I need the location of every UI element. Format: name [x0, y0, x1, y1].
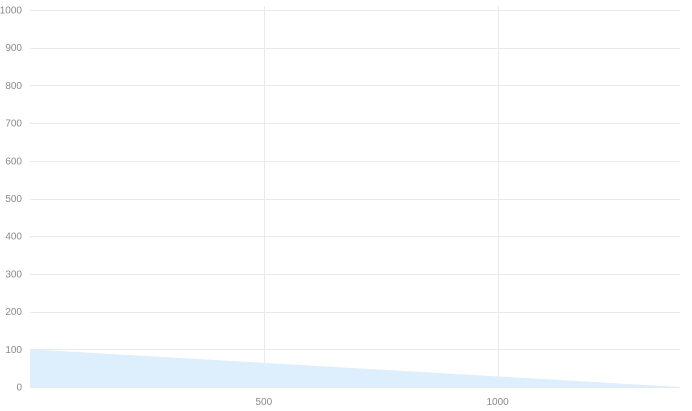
y-tick-label: 800: [5, 81, 22, 92]
y-tick-label: 300: [5, 269, 22, 280]
y-axis: 0 100 200 300 400 500 600 700 800 900 1000: [0, 6, 22, 394]
y-tick-label: 500: [5, 194, 22, 205]
x-tick-label: 1000: [487, 397, 510, 408]
y-tick-label: 900: [5, 43, 22, 54]
area-fill: [30, 349, 680, 387]
grid: [30, 6, 680, 388]
y-tick-label: 0: [16, 383, 22, 394]
y-tick-label: 400: [5, 232, 22, 243]
area-series: [30, 349, 680, 387]
y-tick-label: 200: [5, 307, 22, 318]
y-tick-label: 1000: [0, 6, 22, 17]
y-tick-label: 100: [5, 345, 22, 356]
x-tick-label: 500: [255, 397, 272, 408]
x-axis: 500 1000: [255, 397, 509, 408]
y-tick-label: 600: [5, 156, 22, 167]
y-tick-label: 700: [5, 119, 22, 130]
